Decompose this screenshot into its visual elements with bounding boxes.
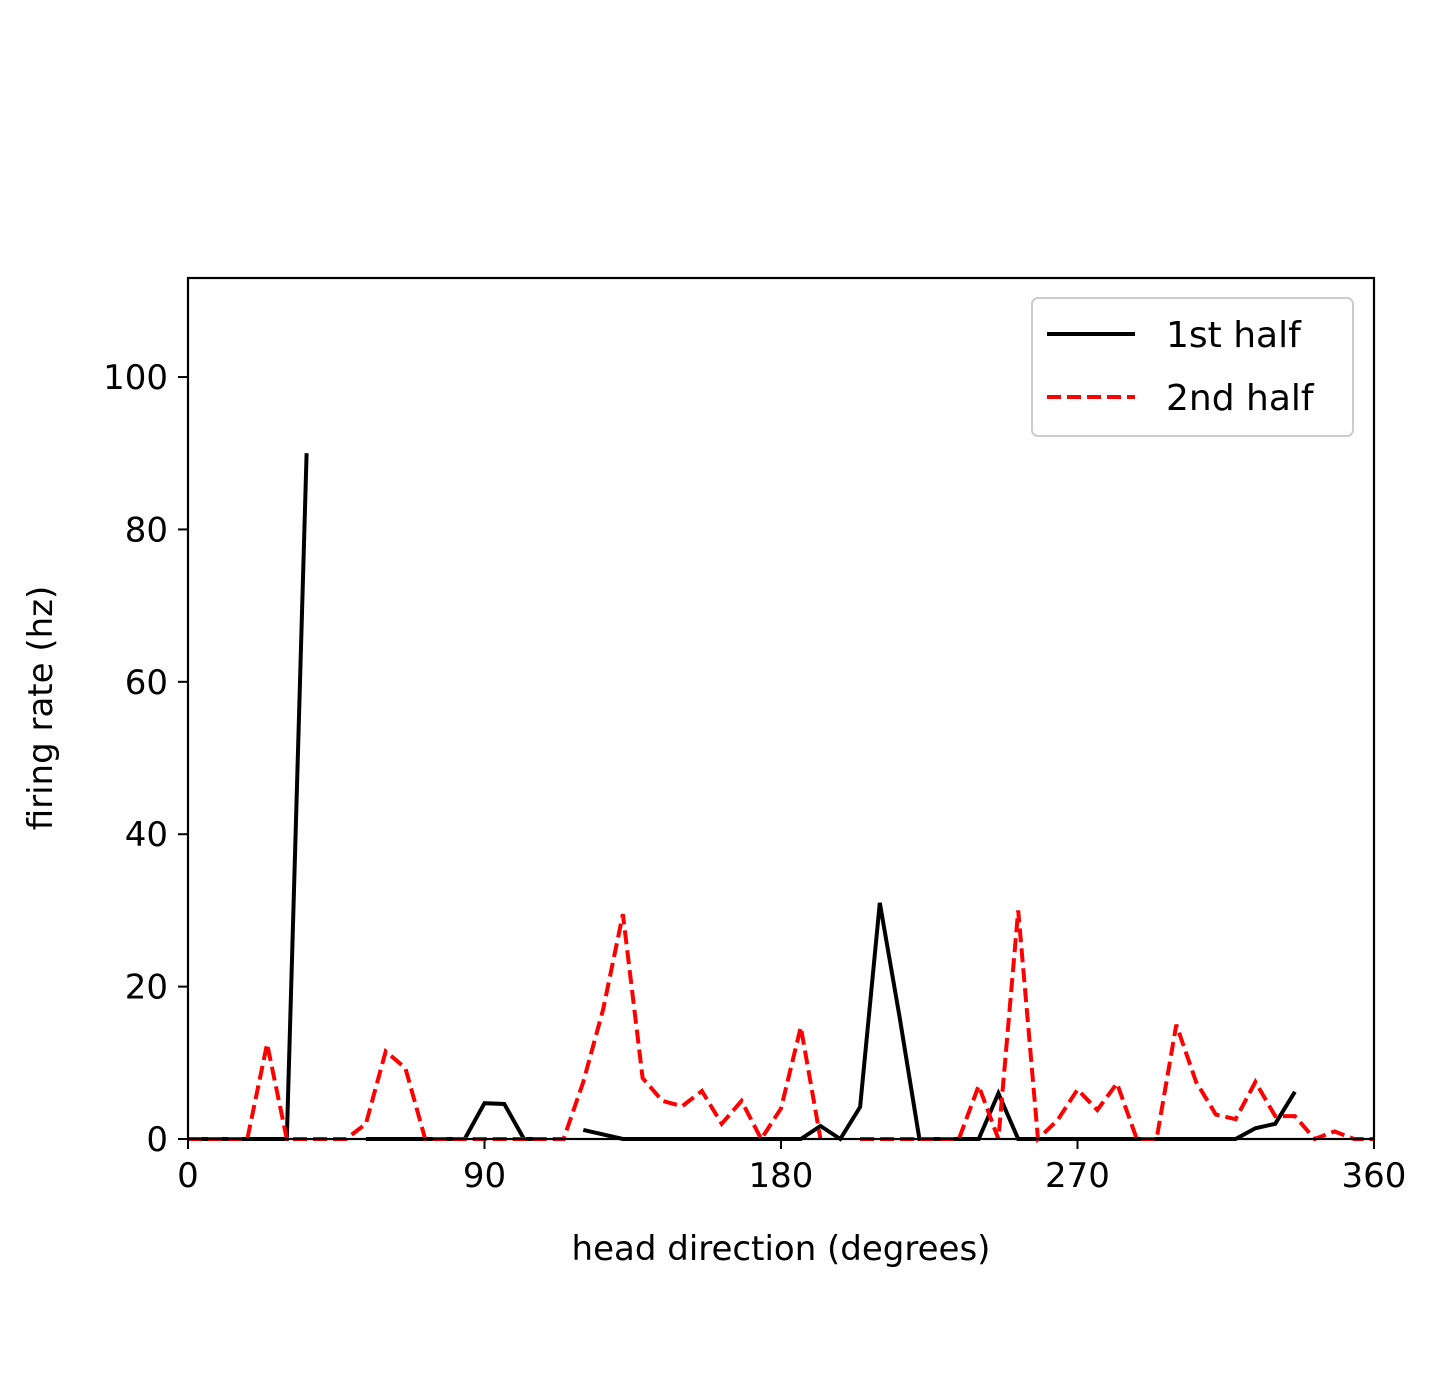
x-axis-label: head direction (degrees) xyxy=(572,1229,991,1269)
x-tick-label: 270 xyxy=(1045,1156,1110,1196)
y-tick-label: 80 xyxy=(125,510,168,550)
y-axis: 0 20 40 60 80 100 xyxy=(103,358,188,1160)
x-axis: 0 90 180 270 360 xyxy=(177,1139,1406,1196)
y-tick-label: 20 xyxy=(125,968,168,1008)
legend-label-1st-half: 1st half xyxy=(1166,315,1302,356)
y-axis-label: firing rate (hz) xyxy=(21,586,61,831)
y-tick-label: 60 xyxy=(125,663,168,703)
y-tick-label: 40 xyxy=(125,815,168,855)
legend-label-2nd-half: 2nd half xyxy=(1166,378,1315,419)
x-tick-label: 0 xyxy=(177,1156,199,1196)
x-tick-label: 90 xyxy=(463,1156,506,1196)
x-tick-label: 180 xyxy=(749,1156,814,1196)
legend: 1st half 2nd half xyxy=(1031,297,1354,437)
y-tick-label: 0 xyxy=(146,1120,168,1160)
x-tick-label: 360 xyxy=(1342,1156,1407,1196)
y-tick-label: 100 xyxy=(103,358,168,398)
